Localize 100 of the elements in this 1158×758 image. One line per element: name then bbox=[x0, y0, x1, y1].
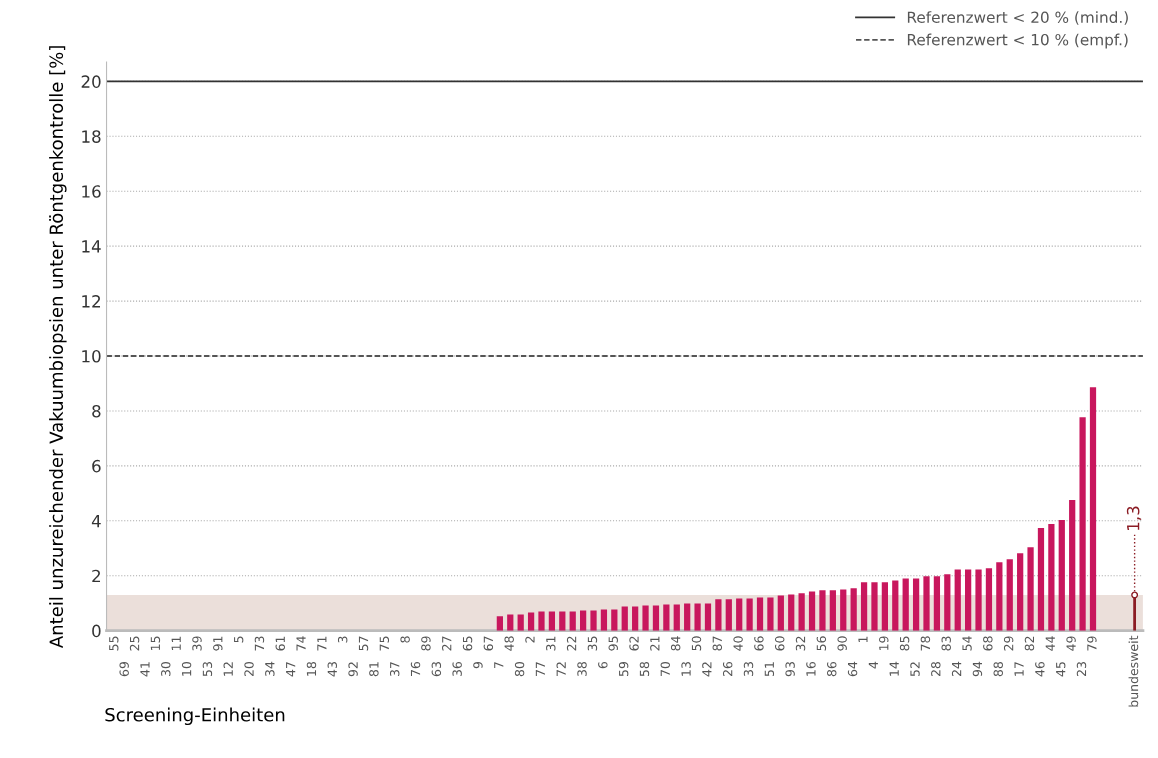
bar bbox=[954, 569, 961, 631]
x-tick-label: 15 bbox=[150, 636, 161, 651]
x-tick-label: 43 bbox=[327, 662, 338, 677]
x-tick-label: 76 bbox=[410, 661, 421, 676]
x-tick-label: 35 bbox=[587, 636, 598, 651]
x-tick-label: 88 bbox=[993, 661, 1003, 677]
x-tick-label: 58 bbox=[639, 661, 650, 677]
x-tick-label: 40 bbox=[733, 636, 743, 651]
bar bbox=[798, 593, 805, 631]
x-tick-label: 29 bbox=[1003, 636, 1014, 651]
x-tick-label: 57 bbox=[358, 636, 369, 651]
bar bbox=[496, 616, 503, 631]
x-tick-label: 71 bbox=[317, 636, 327, 651]
x-tick-label: 16 bbox=[806, 661, 816, 676]
bar bbox=[860, 582, 868, 631]
x-tick-label: 11 bbox=[171, 636, 181, 651]
x-tick-label: 87 bbox=[712, 636, 723, 651]
x-tick-label: 53 bbox=[202, 662, 213, 677]
x-tick-label: 17 bbox=[1014, 662, 1024, 676]
legend-label: Referenzwert < 20 % (mind.) bbox=[907, 11, 1128, 25]
legend-label: Referenzwert < 10 % (empf.) bbox=[907, 33, 1128, 49]
x-tick-label: 42 bbox=[702, 662, 712, 677]
x-tick-label: 26 bbox=[722, 661, 733, 677]
bar bbox=[1017, 553, 1024, 631]
bar bbox=[548, 611, 556, 631]
bar bbox=[1006, 559, 1013, 631]
x-tick-label: bundesweit bbox=[1128, 635, 1139, 707]
x-tick-label: 32 bbox=[795, 636, 806, 651]
bar bbox=[975, 569, 982, 631]
x-tick-label: 64 bbox=[847, 661, 858, 677]
bar bbox=[996, 562, 1003, 631]
bar bbox=[725, 599, 732, 631]
x-tick-label: 24 bbox=[951, 661, 962, 677]
x-tick-label: 52 bbox=[910, 662, 920, 677]
x-tick-label: 80 bbox=[514, 661, 525, 677]
bar bbox=[559, 611, 566, 631]
x-tick-label: 82 bbox=[1024, 636, 1035, 651]
bar bbox=[1089, 387, 1097, 631]
bar bbox=[746, 598, 753, 631]
bar bbox=[1037, 527, 1045, 631]
x-tick-label: 23 bbox=[1076, 662, 1087, 677]
x-tick-label: 79 bbox=[1087, 636, 1097, 651]
bar bbox=[1027, 547, 1034, 631]
y-tick-label: 0 bbox=[92, 624, 101, 638]
bar bbox=[715, 599, 722, 631]
x-tick-label: 62 bbox=[629, 636, 639, 651]
bar bbox=[1079, 417, 1086, 631]
y-tick-label: 12 bbox=[82, 295, 101, 308]
x-tick-label: 13 bbox=[681, 662, 691, 676]
x-tick-label: 48 bbox=[504, 636, 514, 651]
bar bbox=[1069, 499, 1076, 631]
bar bbox=[673, 604, 680, 631]
bar bbox=[569, 611, 576, 631]
x-tick-label: 72 bbox=[556, 662, 566, 676]
x-tick-label: 30 bbox=[161, 661, 171, 677]
x-tick-label: 18 bbox=[306, 661, 317, 676]
bar bbox=[600, 609, 608, 631]
bar bbox=[663, 604, 670, 631]
x-tick-label: 45 bbox=[1056, 662, 1066, 677]
x-tick-label: 41 bbox=[140, 662, 150, 677]
bar bbox=[892, 580, 899, 631]
x-tick-label: 19 bbox=[879, 636, 889, 651]
bar bbox=[881, 582, 889, 631]
x-tick-label: 95 bbox=[608, 636, 618, 651]
x-axis-title: Screening-Einheiten bbox=[105, 707, 285, 726]
x-tick-label: 65 bbox=[462, 636, 473, 651]
x-tick-label: 85 bbox=[899, 636, 910, 651]
x-tick-label: 10 bbox=[181, 661, 192, 676]
x-tick-label: 12 bbox=[223, 662, 233, 676]
bar bbox=[621, 606, 628, 631]
bar bbox=[777, 595, 784, 631]
x-tick-label: 47 bbox=[286, 662, 296, 677]
bar bbox=[985, 568, 993, 631]
x-tick-label: 20 bbox=[244, 661, 254, 677]
x-tick-label: 60 bbox=[775, 636, 785, 651]
x-tick-label: 31 bbox=[546, 636, 556, 651]
bar bbox=[840, 589, 847, 631]
bar bbox=[819, 590, 826, 631]
bar bbox=[829, 590, 836, 631]
x-tick-label: 83 bbox=[941, 636, 951, 651]
x-tick-label: 69 bbox=[119, 661, 129, 677]
x-tick-label: 3 bbox=[337, 636, 348, 643]
bar bbox=[611, 609, 618, 631]
x-tick-label: 94 bbox=[972, 661, 983, 677]
x-tick-label: 36 bbox=[452, 661, 462, 677]
x-tick-label: 14 bbox=[889, 661, 899, 676]
x-tick-label: 54 bbox=[962, 636, 972, 651]
x-tick-label: 66 bbox=[754, 636, 764, 651]
bar bbox=[507, 614, 514, 631]
x-tick-label: 6 bbox=[598, 661, 608, 669]
x-tick-label: 44 bbox=[1045, 636, 1055, 651]
x-tick-label: 67 bbox=[483, 636, 494, 651]
bar bbox=[1048, 524, 1055, 631]
x-tick-label: 56 bbox=[816, 636, 827, 651]
bar bbox=[902, 578, 909, 631]
bar bbox=[527, 612, 535, 631]
y-tick-label: 8 bbox=[92, 404, 101, 418]
x-tick-label: 21 bbox=[650, 636, 660, 651]
bar bbox=[965, 569, 972, 631]
x-tick-label: 51 bbox=[764, 662, 775, 677]
